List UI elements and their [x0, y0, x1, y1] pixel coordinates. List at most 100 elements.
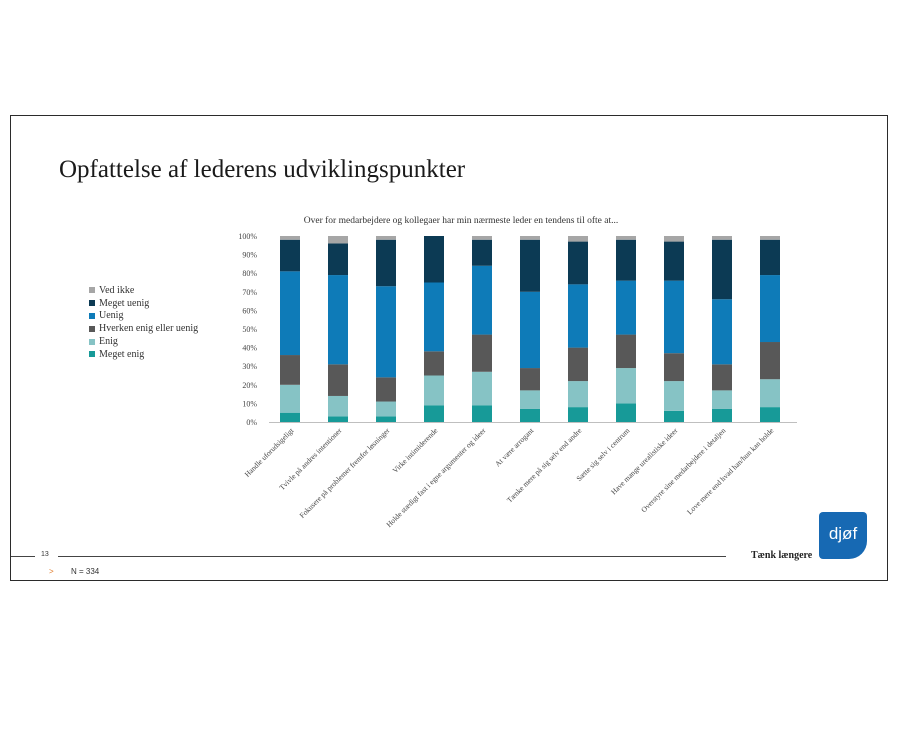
footer-divider: [58, 556, 726, 557]
bar-segment: [376, 416, 396, 422]
bar-segment: [712, 390, 732, 409]
bar-segment: [472, 405, 492, 422]
bar-segment: [760, 342, 780, 380]
bar-segment: [616, 280, 636, 335]
bar-segment: [280, 271, 300, 356]
bar-segment: [568, 241, 588, 285]
bar-segment: [520, 390, 540, 409]
bar-segment: [760, 407, 780, 422]
page-title: Opfattelse af lederens udviklingspunkter: [59, 156, 466, 183]
y-tick-label: 10%: [242, 399, 257, 408]
x-category-label: Holde stædigt fast i egne argumenter og …: [384, 426, 487, 529]
bar-segment: [280, 384, 300, 413]
legend-item: Meget enig: [89, 348, 198, 361]
bar-segment: [424, 375, 444, 406]
bar-segment: [568, 381, 588, 408]
bar-segment: [664, 353, 684, 382]
y-tick-label: 70%: [242, 288, 257, 297]
bar-segment: [424, 351, 444, 376]
chart-legend: Ved ikke Meget uenig Uenig Hverken enig ell…: [89, 284, 198, 361]
y-tick-label: 90%: [242, 251, 257, 260]
bar-segment: [712, 408, 732, 422]
legend-label: Enig: [99, 336, 118, 348]
bar-segment: [376, 286, 396, 378]
x-category-label: At være arrogant: [493, 425, 536, 468]
bar-segment: [280, 355, 300, 385]
x-category-label: Virke intimiderende: [391, 426, 440, 475]
y-tick-label: 100%: [238, 232, 257, 241]
legend-label: Meget uenig: [99, 297, 150, 309]
bar-segment: [568, 236, 588, 242]
bar-segment: [712, 364, 732, 391]
tagline: Tænk længere: [751, 550, 813, 561]
djof-logo: djøf: [819, 512, 867, 559]
legend-label: Hverken enig eller uenig: [99, 323, 199, 335]
bar-segment: [376, 377, 396, 402]
bar-segment: [376, 236, 396, 240]
bar-segment: [760, 236, 780, 240]
bar-segment: [664, 381, 684, 411]
bar-segment: [616, 334, 636, 369]
bar-segment: [328, 275, 348, 365]
bar-segment: [760, 275, 780, 343]
bar-segment: [472, 239, 492, 266]
x-category-label: Handle uforudsigeligt: [243, 425, 296, 478]
bar-segment: [328, 395, 348, 417]
y-tick-label: 20%: [242, 381, 257, 390]
legend-swatch: [89, 325, 95, 332]
x-category-label: Fokusere på problemer fremfor løsninger: [298, 426, 392, 520]
bar-segment: [472, 265, 492, 335]
logo-text: djøf: [828, 524, 858, 543]
legend-item: Hverken enig eller uenig: [89, 322, 198, 335]
bar-segment: [328, 236, 348, 244]
bar-segment: [424, 405, 444, 422]
bar-segment: [520, 239, 540, 292]
y-tick-label: 50%: [242, 325, 257, 334]
legend-item: Meget uenig: [89, 297, 198, 310]
legend-label: Uenig: [99, 310, 124, 322]
legend-swatch: [89, 312, 95, 319]
bar-segment: [760, 239, 780, 276]
bar-segment: [472, 236, 492, 240]
y-tick-label: 80%: [242, 269, 257, 278]
x-category-label: Overstyre sine medarbejdere i detaljen: [639, 426, 727, 514]
bar-segment: [520, 368, 540, 391]
y-tick-label: 40%: [242, 344, 257, 353]
bar-segment: [760, 379, 780, 408]
bar-segment: [568, 284, 588, 348]
legend-swatch: [89, 338, 95, 345]
bar-segment: [280, 239, 300, 272]
legend-item: Uenig: [89, 310, 198, 323]
y-tick-label: 0%: [246, 418, 257, 427]
sample-size-note: N = 334: [71, 567, 100, 576]
bar-segment: [472, 334, 492, 372]
footer-arrow-icon: >: [49, 567, 54, 576]
legend-item: Ved ikke: [89, 284, 198, 297]
bar-segment: [664, 236, 684, 242]
footer-divider-left: [11, 556, 35, 557]
bar-segment: [568, 407, 588, 422]
bar-segment: [328, 364, 348, 396]
bar-segment: [376, 239, 396, 287]
legend-item: Enig: [89, 335, 198, 348]
bar-segment: [376, 401, 396, 417]
bar-segment: [424, 236, 444, 283]
legend-swatch: [89, 287, 95, 294]
legend-label: Meget enig: [99, 348, 145, 360]
chart-title: Over for medarbejdere og kollegaer har m…: [304, 215, 618, 226]
bar-segment: [664, 280, 684, 354]
bar-segment: [280, 236, 300, 240]
bar-segment: [328, 243, 348, 276]
legend-label: Ved ikke: [99, 284, 135, 296]
bar-segment: [616, 403, 636, 422]
y-tick-label: 60%: [242, 306, 257, 315]
bar-segment: [664, 241, 684, 281]
legend-swatch: [89, 351, 95, 358]
bar-segment: [280, 412, 300, 422]
bar-segment: [328, 416, 348, 422]
x-category-label: Love mere end hvad han/hun kan holde: [685, 426, 776, 517]
bar-segment: [424, 282, 444, 352]
y-tick-label: 30%: [242, 362, 257, 371]
bar-segment: [472, 371, 492, 406]
stacked-bar-chart: Over for medarbejdere og kollegaer har m…: [238, 215, 797, 529]
